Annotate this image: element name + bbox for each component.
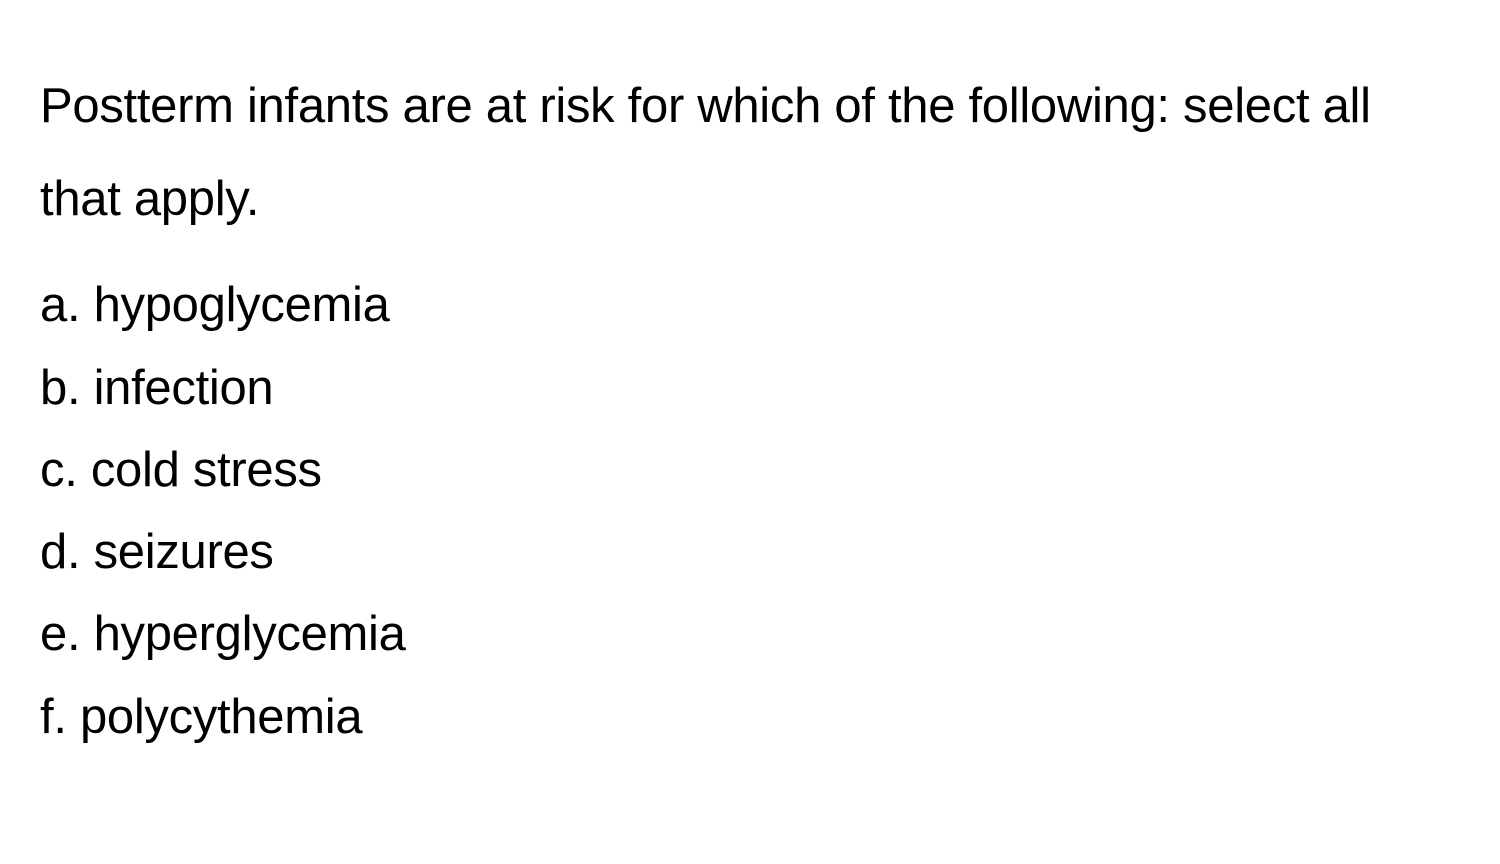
option-f: f. polycythemia [40,676,1460,758]
option-c: c. cold stress [40,429,1460,511]
option-e: e. hyperglycemia [40,593,1460,675]
option-a: a. hypoglycemia [40,264,1460,346]
option-d: d. seizures [40,511,1460,593]
question-container: Postterm infants are at risk for which o… [0,0,1500,798]
question-stem: Postterm infants are at risk for which o… [40,60,1460,246]
options-list: a. hypoglycemia b. infection c. cold str… [40,264,1460,758]
option-b: b. infection [40,347,1460,429]
